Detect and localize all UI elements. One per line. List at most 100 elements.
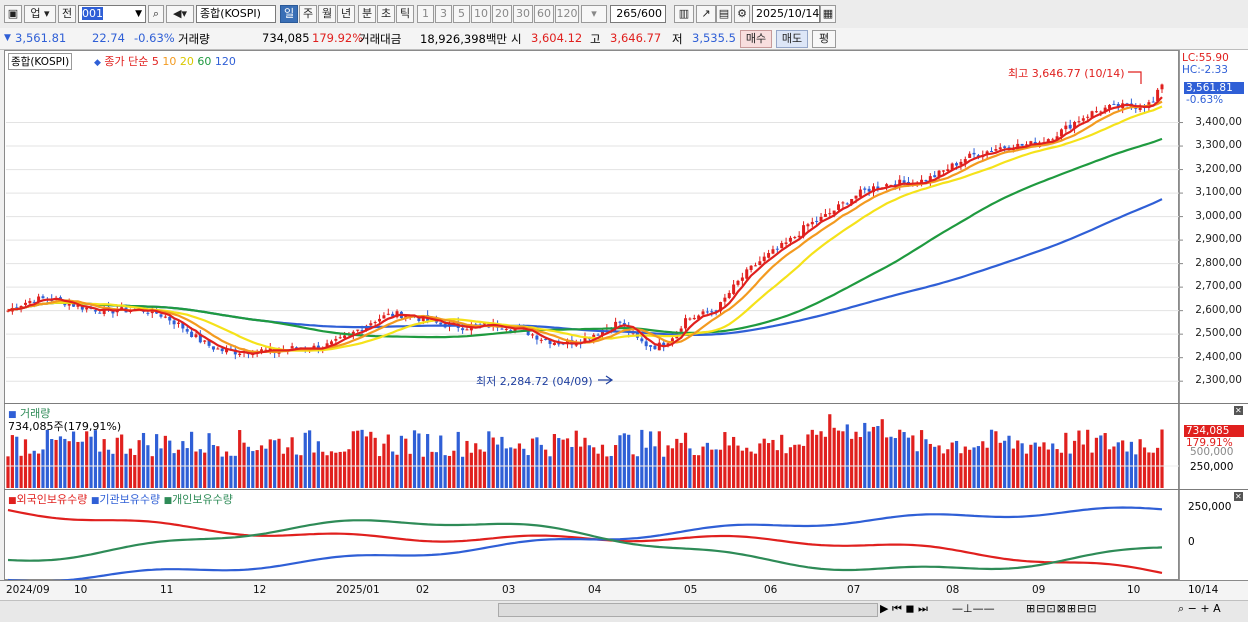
scrollbar-thumb[interactable] (498, 603, 878, 617)
zoom-slider[interactable]: —⊥—— (952, 602, 995, 615)
save-icon[interactable]: ▤ (716, 5, 732, 23)
volume-bar (408, 453, 412, 488)
volume-bar (456, 431, 460, 488)
candle-body (1081, 118, 1085, 121)
volume-bar (1038, 446, 1042, 488)
draw-tool-icon[interactable]: ↗ (696, 5, 716, 23)
volume-bar (76, 441, 80, 488)
period-day[interactable]: 일 (280, 5, 298, 23)
speaker-icon[interactable]: ◀▾ (166, 5, 194, 23)
date-input[interactable]: 2025/10/14 (752, 5, 820, 23)
period-month[interactable]: 월 (318, 5, 336, 23)
price-y-tick-label: 3,300,00 (1195, 139, 1242, 152)
volume-bar (203, 452, 207, 488)
volume-bar (985, 447, 989, 488)
candle-body (662, 342, 666, 347)
code-input[interactable]: 001 ▼ (78, 5, 146, 23)
candle-body (858, 189, 862, 197)
close-pane-icon[interactable]: ✕ (1234, 406, 1243, 415)
chart-type-icon[interactable]: ▥ (674, 5, 694, 23)
calendar-icon[interactable]: ▦ (820, 5, 836, 23)
custom-period-select[interactable]: ▾ (581, 5, 607, 23)
pane-divider-1[interactable] (4, 403, 1248, 404)
low-label: 저 (672, 32, 683, 46)
min-5[interactable]: 5 (453, 5, 470, 23)
scroll-controls[interactable]: ▶ ⏮ ◼ ⏭ (880, 602, 928, 615)
buy-button[interactable]: 매수 (740, 30, 772, 48)
candle-body (701, 311, 705, 315)
candle-body (1068, 124, 1072, 129)
volume-bar (67, 441, 71, 488)
volume-title-text: 거래량 (20, 407, 51, 420)
min-30[interactable]: 30 (513, 5, 533, 23)
layout-icon[interactable]: ▣ (4, 5, 22, 23)
volume-value-label: 734,085주(179,91%) (8, 420, 122, 433)
min-1[interactable]: 1 (417, 5, 434, 23)
candle-body (688, 318, 692, 320)
volume-bar (273, 440, 277, 488)
period-year[interactable]: 년 (337, 5, 355, 23)
period-second[interactable]: 초 (377, 5, 395, 23)
min-120[interactable]: 120 (555, 5, 579, 23)
search-icon[interactable]: ⌕ (148, 5, 164, 23)
volume-bar (989, 429, 994, 488)
volume-bar (981, 441, 985, 488)
sell-button[interactable]: 매도 (776, 30, 808, 48)
quote-price: 3,561.81 (15, 31, 67, 45)
candle-body (1112, 103, 1116, 105)
volume-bar (775, 450, 779, 488)
market-select[interactable]: 업 ▾ (24, 5, 56, 23)
candle-body (924, 180, 928, 182)
volume-bar (185, 448, 189, 488)
last-price-tag: 3,561.81 (1184, 82, 1244, 94)
volume-bar (810, 429, 814, 488)
count-input[interactable]: 265/600 (610, 5, 666, 23)
volume-bar (631, 454, 635, 488)
candle-body (334, 338, 338, 341)
period-tick[interactable]: 틱 (396, 5, 414, 23)
min-60[interactable]: 60 (534, 5, 554, 23)
candle-body (539, 339, 543, 341)
prev-button[interactable]: 전 (58, 5, 76, 23)
hc-label: HC:-2.33 (1182, 64, 1228, 76)
close-pane-icon[interactable]: ✕ (1234, 492, 1243, 501)
volume-bar (710, 449, 714, 488)
candle-body (684, 318, 688, 329)
volume-bar (1068, 453, 1072, 488)
volume-bar (251, 451, 255, 488)
volume-bar (635, 456, 640, 488)
volume-bar (50, 439, 54, 488)
min-20[interactable]: 20 (492, 5, 512, 23)
x-axis-label: 03 (502, 584, 516, 596)
tool-icons[interactable]: ⊞⊟⊡⊠⊞⊟⊡ (1026, 602, 1098, 615)
volume-bar (111, 453, 115, 488)
volume-bar (924, 439, 928, 488)
volume-bar (871, 426, 876, 488)
volume-bar (452, 450, 456, 488)
legend-marker-icon: ■ (8, 496, 17, 506)
legend-foreign: 외국인보유수량 (16, 493, 88, 506)
min-10[interactable]: 10 (471, 5, 491, 23)
period-week[interactable]: 주 (299, 5, 317, 23)
volume-bar (1107, 449, 1112, 488)
candle-body (749, 265, 753, 270)
eval-button[interactable]: 평 (812, 30, 836, 48)
volume-bar (28, 453, 32, 488)
candle-body (238, 353, 242, 356)
pane-divider-2[interactable] (4, 489, 1248, 490)
volume-bar (299, 455, 303, 488)
zoom-icons[interactable]: ⌕ − + A (1178, 602, 1221, 615)
price-y-tick-label: 2,400,00 (1195, 350, 1242, 363)
volume-bar (1125, 451, 1129, 488)
volume-tick-250k: 250,000 (1190, 461, 1234, 473)
candle-body (509, 330, 513, 332)
volume-bar (268, 439, 272, 488)
price-y-tick-label: 3,200,00 (1195, 162, 1242, 175)
period-minute[interactable]: 분 (358, 5, 376, 23)
foreign-holding-line (7, 508, 1163, 574)
x-axis-last-date: 10/14 (1188, 584, 1219, 596)
volume-bar (10, 435, 14, 488)
volume-bar (727, 445, 731, 488)
settings-gear-icon[interactable]: ⚙ (734, 5, 750, 23)
min-3[interactable]: 3 (435, 5, 452, 23)
